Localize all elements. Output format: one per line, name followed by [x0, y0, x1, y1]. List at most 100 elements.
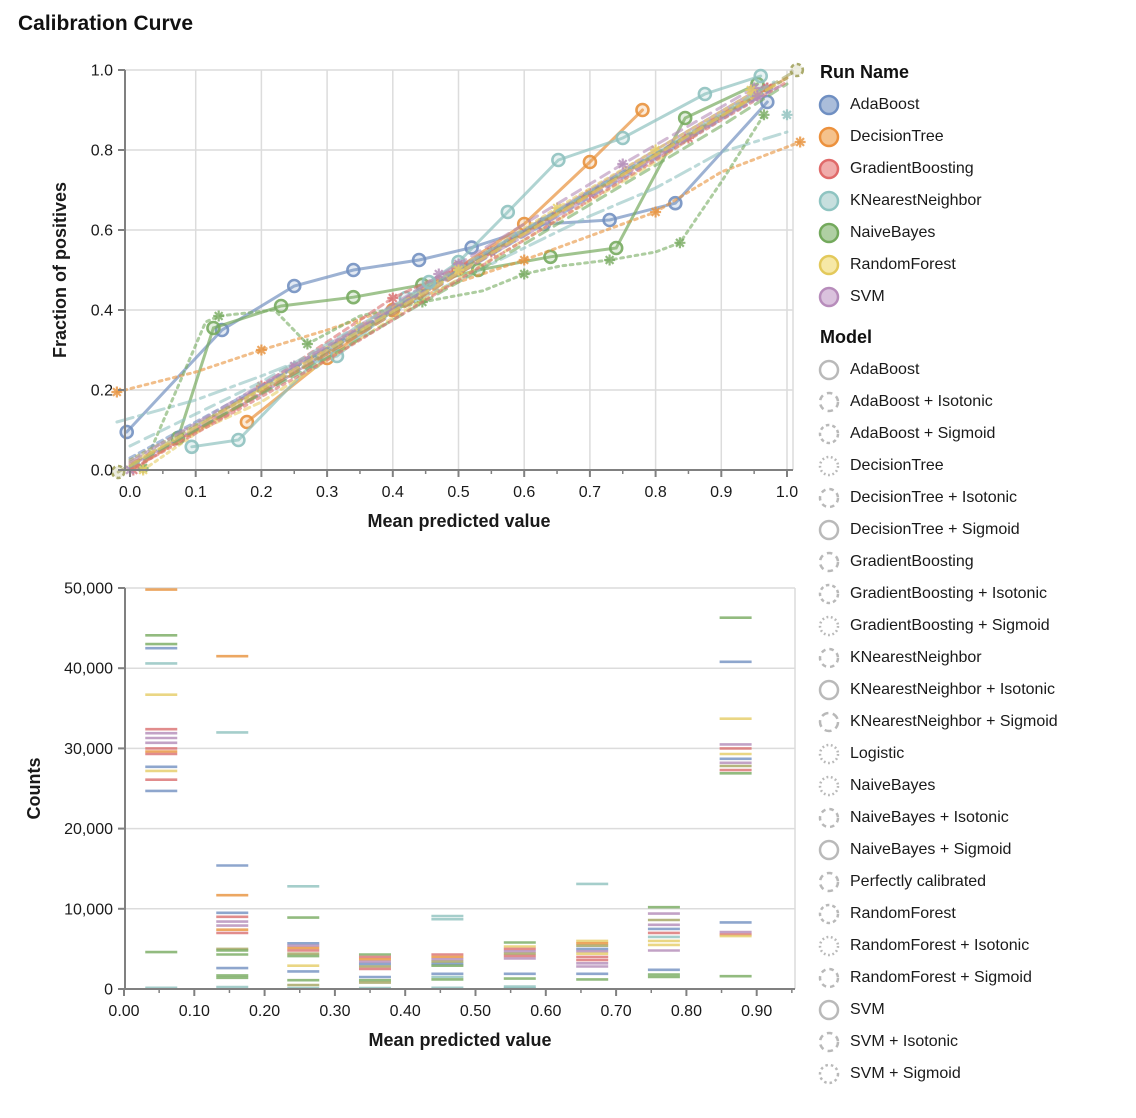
model-dash-swatch-icon	[818, 519, 840, 541]
legend-run-name-items: AdaBoost DecisionTree GradientBoosting K…	[818, 89, 1136, 313]
model-dash-swatch-icon	[818, 583, 840, 605]
legend-item-model-adaboost[interactable]: AdaBoost	[818, 354, 1136, 386]
star-marker	[453, 258, 464, 270]
model-dash-swatch-icon	[818, 935, 840, 957]
legend-item-model-randomforest-isotonic[interactable]: RandomForest + Isotonic	[818, 930, 1136, 962]
legend-item-model-naivebayes[interactable]: NaiveBayes	[818, 770, 1136, 802]
star-marker	[387, 292, 399, 304]
legend-item-model-knearestneighbor-sigmoid[interactable]: KNearestNeighbor + Sigmoid	[818, 706, 1136, 738]
circle-marker	[543, 249, 558, 265]
legend-title-run-name: Run Name	[820, 62, 910, 82]
star-marker	[301, 338, 313, 350]
circle-marker	[206, 320, 221, 336]
legend-item-label: SVM + Isotonic	[850, 1033, 959, 1050]
circle-marker	[110, 464, 126, 480]
legend-item-model-randomforest-sigmoid[interactable]: RandomForest + Sigmoid	[818, 962, 1136, 994]
model-dash-swatch-icon	[818, 1063, 840, 1085]
legend-item-label: DecisionTree + Sigmoid	[850, 521, 1020, 538]
circle-marker	[602, 212, 617, 228]
model-dash-swatch-icon	[818, 711, 840, 733]
axis-text: 0.0	[91, 463, 113, 480]
legend-item-label: RandomForest	[850, 256, 956, 273]
star-marker	[518, 268, 530, 280]
legend-item-model-randomforest[interactable]: RandomForest	[818, 898, 1136, 930]
legend-item-model-adaboost-isotonic[interactable]: AdaBoost + Isotonic	[818, 386, 1136, 418]
legend-item-run-gradientboosting[interactable]: GradientBoosting	[818, 153, 1136, 185]
count-ticks-layer	[145, 588, 752, 990]
legend-item-model-knearestneighbor[interactable]: KNearestNeighbor	[818, 642, 1136, 674]
model-dash-swatch-icon	[818, 391, 840, 413]
legend-item-label: NaiveBayes + Sigmoid	[850, 841, 1012, 858]
model-dash-swatch-icon	[818, 679, 840, 701]
legend-item-model-perfectly-calibrated[interactable]: Perfectly calibrated	[818, 866, 1136, 898]
legend-item-run-adaboost[interactable]: AdaBoost	[818, 89, 1136, 121]
axis-text: Fraction of positives	[50, 182, 70, 358]
run-color-swatch-icon	[818, 158, 840, 180]
axis-text: 0.80	[671, 1003, 702, 1020]
legend-item-label: DecisionTree	[850, 457, 944, 474]
star-marker	[453, 264, 464, 276]
legend-item-label: KNearestNeighbor	[850, 192, 982, 209]
axis-text: 1.0	[91, 63, 113, 80]
model-dash-swatch-icon	[818, 1031, 840, 1053]
legend-item-model-gradientboosting-isotonic[interactable]: GradientBoosting + Isotonic	[818, 578, 1136, 610]
legend-item-label: SVM	[850, 1001, 885, 1018]
counts-histogram-plot[interactable]: 0 10,000 20,000 30,000 40,000 50,000 0.00 0.10 0…	[0, 560, 812, 1065]
legend-item-label: DecisionTree	[850, 128, 944, 145]
axis-text: 0.3	[316, 484, 338, 501]
legend-item-label: DecisionTree + Isotonic	[850, 489, 1018, 506]
legend-item-run-randomforest[interactable]: RandomForest	[818, 249, 1136, 281]
legend-item-label: Logistic	[850, 745, 905, 762]
circle-marker	[346, 289, 361, 305]
model-dash-swatch-icon	[818, 967, 840, 989]
star-marker	[617, 158, 629, 170]
legend-item-label: SVM + Sigmoid	[850, 1065, 961, 1082]
legend-item-model-svm-sigmoid[interactable]: SVM + Sigmoid	[818, 1058, 1136, 1090]
series-line	[128, 84, 782, 464]
axis-text: 10,000	[64, 901, 113, 918]
legend-item-run-svm[interactable]: SVM	[818, 281, 1136, 313]
legend-panel: Run Name AdaBoost DecisionTree GradientB…	[818, 62, 1136, 1090]
run-color-swatch-icon	[818, 222, 840, 244]
legend-item-label: RandomForest	[850, 905, 956, 922]
legend-item-label: GradientBoosting	[850, 160, 974, 177]
legend-item-label: AdaBoost + Isotonic	[850, 393, 993, 410]
legend-item-model-gradientboosting-sigmoid[interactable]: GradientBoosting + Sigmoid	[818, 610, 1136, 642]
legend-item-label: RandomForest + Sigmoid	[850, 969, 1032, 986]
axis-text: 0.90	[741, 1003, 772, 1020]
legend-item-model-logistic[interactable]: Logistic	[818, 738, 1136, 770]
circle-marker	[635, 102, 650, 118]
legend-item-label: SVM	[850, 288, 885, 305]
series-line	[125, 100, 769, 434]
star-marker	[745, 84, 757, 96]
legend-item-model-svm-isotonic[interactable]: SVM + Isotonic	[818, 1026, 1136, 1058]
axis-text: 40,000	[64, 661, 113, 678]
run-color-swatch-icon	[818, 190, 840, 212]
legend-item-model-decisiontree-sigmoid[interactable]: DecisionTree + Sigmoid	[818, 514, 1136, 546]
model-dash-swatch-icon	[818, 871, 840, 893]
legend-item-label: GradientBoosting	[850, 553, 974, 570]
axis-text: 0.40	[390, 1003, 421, 1020]
legend-item-model-naivebayes-sigmoid[interactable]: NaiveBayes + Sigmoid	[818, 834, 1136, 866]
legend-model-items: AdaBoost AdaBoost + Isotonic AdaBoost + …	[818, 354, 1136, 1090]
circle-marker	[551, 152, 566, 168]
star-marker	[433, 268, 445, 280]
axis-text: 0.30	[319, 1003, 350, 1020]
legend-item-run-naivebayes[interactable]: NaiveBayes	[818, 217, 1136, 249]
legend-item-model-adaboost-sigmoid[interactable]: AdaBoost + Sigmoid	[818, 418, 1136, 450]
legend-item-run-decisiontree[interactable]: DecisionTree	[818, 121, 1136, 153]
calibration-curve-plot[interactable]: 0.0 0.2 0.4 0.6 0.8 1.0 0.0 0.1 0.2 0.3 0.4 0.5 0.6 0…	[0, 55, 812, 560]
model-dash-swatch-icon	[818, 487, 840, 509]
legend-item-run-knearestneighbor[interactable]: KNearestNeighbor	[818, 185, 1136, 217]
legend-item-model-naivebayes-isotonic[interactable]: NaiveBayes + Isotonic	[818, 802, 1136, 834]
legend-item-model-decisiontree-isotonic[interactable]: DecisionTree + Isotonic	[818, 482, 1136, 514]
model-dash-swatch-icon	[818, 807, 840, 829]
legend-item-model-gradientboosting[interactable]: GradientBoosting	[818, 546, 1136, 578]
legend-item-label: AdaBoost	[850, 96, 920, 113]
circle-marker	[615, 130, 631, 146]
legend-item-model-decisiontree[interactable]: DecisionTree	[818, 450, 1136, 482]
circle-marker	[697, 86, 713, 102]
axis-text: 0.1	[185, 484, 207, 501]
legend-item-model-svm[interactable]: SVM	[818, 994, 1136, 1026]
legend-item-model-knearestneighbor-isotonic[interactable]: KNearestNeighbor + Isotonic	[818, 674, 1136, 706]
